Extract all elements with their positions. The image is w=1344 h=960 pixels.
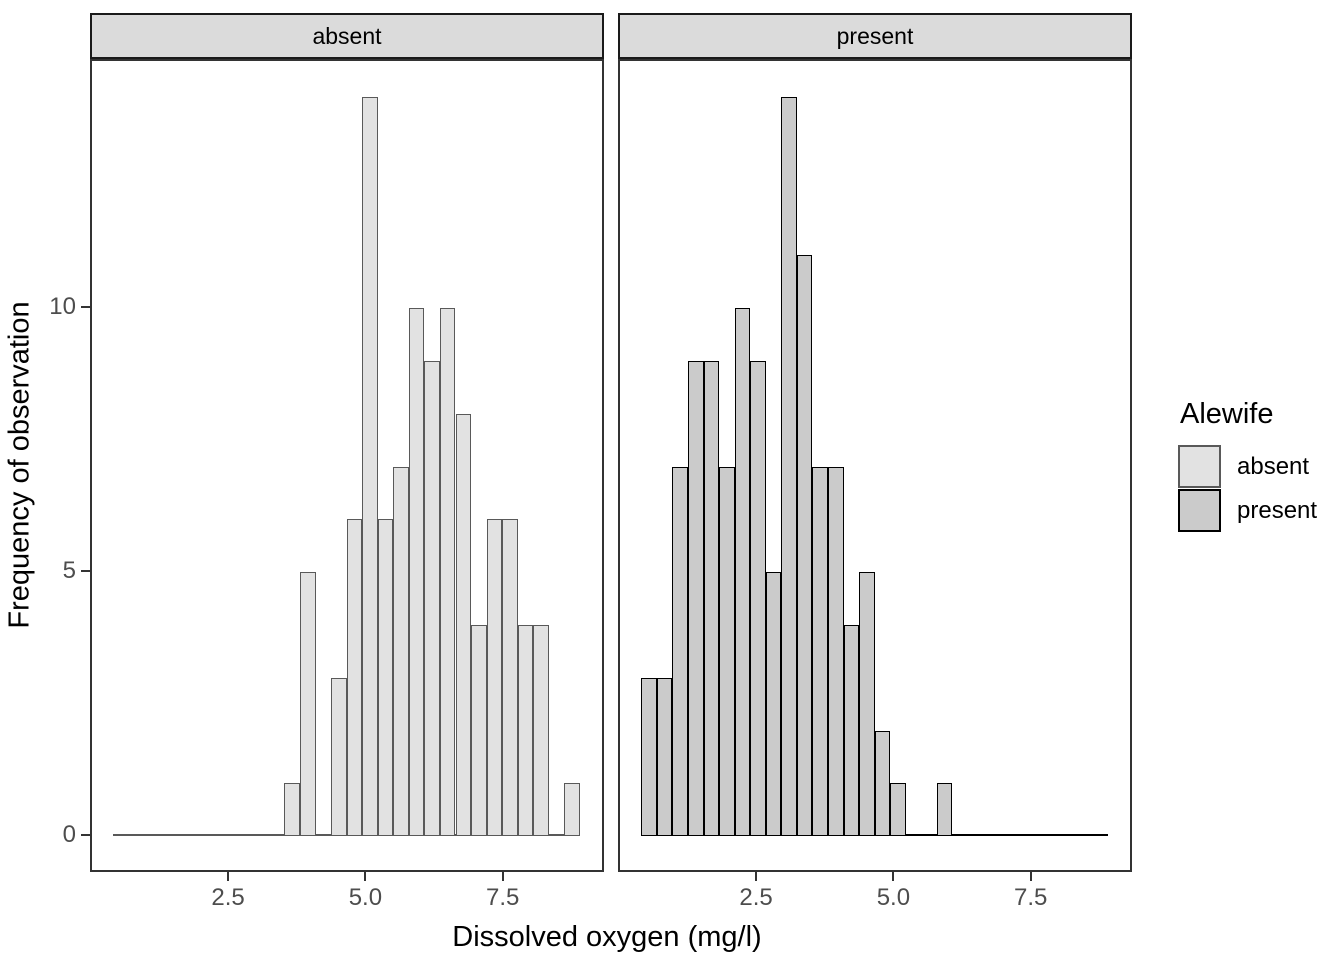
x-tick-label: 2.5 bbox=[211, 884, 245, 911]
histogram-bar bbox=[393, 466, 409, 836]
histogram-bar bbox=[656, 677, 673, 837]
legend-key-present-label: present bbox=[1237, 497, 1318, 524]
y-tick-label: 0 bbox=[62, 821, 76, 848]
legend: Alewife absent present bbox=[1178, 398, 1338, 533]
y-tick-mark bbox=[81, 570, 90, 573]
x-tick-label: 5.0 bbox=[876, 884, 911, 911]
y-tick-label: 10 bbox=[49, 293, 76, 321]
y-tick-mark bbox=[81, 306, 90, 309]
x-tick-mark bbox=[892, 872, 895, 881]
histogram-bar bbox=[672, 466, 688, 836]
histogram-bar bbox=[781, 97, 797, 837]
x-tick-label: 2.5 bbox=[739, 884, 773, 911]
histogram-bar bbox=[486, 519, 503, 837]
x-tick-mark bbox=[501, 872, 504, 881]
histogram-bar bbox=[471, 624, 487, 837]
histogram-bar bbox=[936, 783, 953, 837]
x-tick-label: 5.0 bbox=[348, 884, 383, 911]
histogram-bar bbox=[408, 308, 425, 836]
histogram-bar bbox=[890, 783, 906, 837]
histogram-bar bbox=[424, 360, 440, 836]
y-tick-label: 5 bbox=[62, 557, 76, 585]
y-tick-mark bbox=[81, 834, 90, 836]
histogram-bar bbox=[455, 413, 472, 836]
histogram-bar bbox=[331, 677, 347, 837]
histogram-bar bbox=[362, 97, 378, 837]
legend-title: Alewife bbox=[1180, 398, 1274, 430]
histogram-bar bbox=[439, 308, 456, 836]
legend-item-present: present bbox=[1178, 489, 1338, 533]
strip-label-present: present bbox=[836, 22, 914, 49]
facet-panel-present bbox=[618, 59, 1132, 872]
histogram-bar bbox=[750, 360, 766, 836]
histogram-bar bbox=[377, 519, 394, 837]
x-tick-mark bbox=[1029, 872, 1032, 881]
legend-key-absent-label: absent bbox=[1237, 453, 1310, 480]
histogram-bar bbox=[719, 466, 735, 836]
histogram-bar bbox=[796, 255, 813, 836]
x-tick-mark bbox=[227, 872, 230, 881]
legend-item-absent: absent bbox=[1178, 445, 1338, 489]
x-tick-mark bbox=[364, 872, 367, 881]
histogram-bar bbox=[284, 783, 300, 837]
x-axis-title: Dissolved oxygen (mg/l) bbox=[452, 921, 762, 953]
histogram-bar bbox=[765, 572, 782, 837]
histogram-bar bbox=[828, 466, 844, 836]
histogram-bar bbox=[859, 572, 875, 837]
histogram-bar bbox=[564, 783, 580, 837]
facet-panel-absent bbox=[90, 59, 604, 872]
histogram-bar bbox=[688, 360, 704, 836]
histogram-bar bbox=[812, 466, 828, 836]
histogram-bar bbox=[641, 677, 657, 837]
histogram-bar bbox=[346, 519, 363, 837]
legend-key-present-swatch bbox=[1178, 489, 1221, 532]
legend-key-absent-swatch bbox=[1178, 445, 1221, 488]
histogram-bar bbox=[874, 730, 891, 837]
x-tick-label: 7.5 bbox=[1014, 884, 1048, 911]
x-tick-mark bbox=[755, 872, 758, 881]
x-tick-label: 7.5 bbox=[486, 884, 520, 911]
histogram-bar bbox=[533, 624, 549, 837]
histogram-bar bbox=[502, 519, 518, 837]
histogram-bar bbox=[734, 308, 751, 836]
histogram-bar bbox=[703, 360, 720, 836]
histogram-bar bbox=[300, 572, 316, 837]
histogram-bar bbox=[843, 624, 860, 837]
histogram-bar bbox=[517, 624, 534, 837]
facet-strip-absent: absent bbox=[90, 13, 604, 59]
strip-label-absent: absent bbox=[312, 22, 382, 49]
facet-strip-present: present bbox=[618, 13, 1132, 59]
